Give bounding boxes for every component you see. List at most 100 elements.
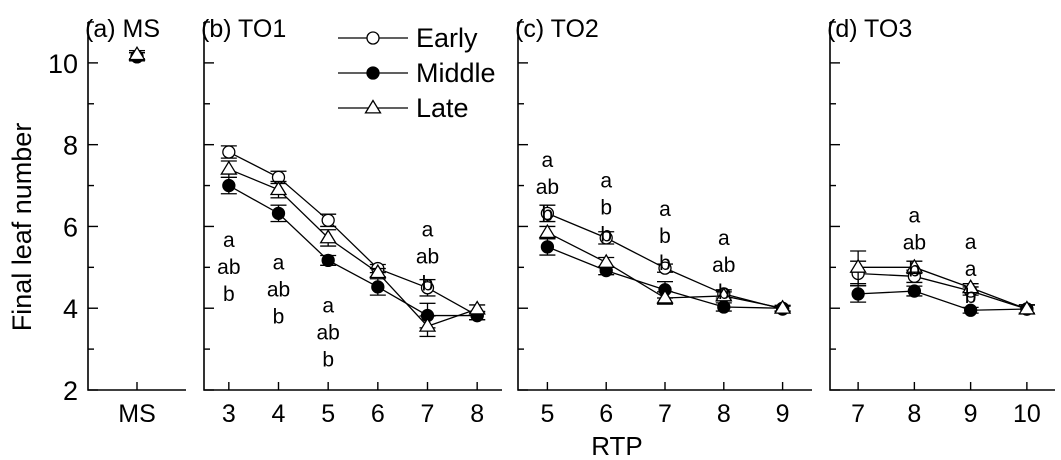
significance-letter: b (223, 283, 235, 306)
series-line (858, 290, 1027, 311)
data-point-early (540, 206, 555, 221)
x-tick-label: 5 (540, 400, 554, 428)
data-point-late (319, 229, 337, 244)
x-tick-label: 8 (907, 400, 921, 428)
significance-letter: a (659, 198, 671, 221)
significance-letter: b (659, 225, 671, 248)
data-point-early (321, 213, 335, 227)
significance-letter: b (542, 203, 554, 226)
legend-entry-middle: Middle (338, 58, 496, 88)
x-tick-label: 10 (1013, 400, 1041, 428)
legend-label: Late (416, 93, 469, 123)
series-late (128, 45, 146, 61)
legend-entry-late: Late (338, 93, 469, 123)
significance-letter: a (422, 219, 434, 242)
x-tick-label: 8 (717, 400, 731, 428)
data-point-early (222, 145, 236, 159)
significance-letter: b (600, 197, 612, 220)
data-point-early (658, 261, 672, 275)
significance-letter: b (659, 252, 671, 275)
data-point-middle (271, 206, 286, 221)
significance-letter: ab (712, 254, 735, 277)
significance-letter: b (600, 224, 612, 247)
panel-title: (a) MS (85, 15, 160, 43)
significance-letters: aab (965, 231, 977, 308)
data-point-middle (540, 240, 555, 254)
series-early (220, 145, 486, 323)
significance-letter: b (322, 348, 334, 371)
x-tick-label: 7 (658, 400, 672, 428)
legend-label: Middle (416, 58, 496, 88)
x-tick-label: 7 (851, 400, 865, 428)
data-point-late (369, 263, 387, 279)
data-point-late (656, 289, 674, 304)
panel-title: (c) TO2 (515, 15, 599, 43)
series-line (228, 151, 478, 317)
x-axis-label: RTP (591, 431, 643, 460)
significance-letters: a ab b (267, 251, 290, 328)
series-early (539, 204, 791, 316)
legend-marker (366, 31, 380, 45)
significance-letters: a ab b (903, 204, 926, 281)
data-point-late (468, 300, 486, 315)
significance-letters: a ab b (536, 149, 559, 226)
data-point-middle (907, 284, 922, 298)
panel-title: (b) TO1 (201, 15, 286, 43)
data-point-late (597, 253, 615, 268)
data-point-late (961, 279, 980, 294)
panel-title: (d) TO3 (827, 15, 912, 43)
series-line (858, 266, 1028, 310)
data-point-middle (321, 253, 335, 268)
data-point-middle (371, 280, 385, 294)
series-line (228, 184, 478, 317)
significance-letter: a (965, 258, 977, 281)
panel-2: (b) TO1 3 4 5 6 7 8 a ab b a ab b a ab b a ab b (201, 15, 502, 428)
significance-letter: a (322, 294, 334, 317)
data-point-late (1018, 300, 1036, 315)
legend: Early Middle Late (338, 23, 496, 123)
data-point-late (715, 287, 733, 302)
legend-label: Early (416, 23, 478, 53)
series-line (858, 272, 1028, 310)
y-tick-label: 10 (48, 49, 78, 79)
significance-letter: a (273, 251, 285, 274)
significance-letter: a (718, 227, 730, 250)
data-point-early (420, 281, 435, 295)
y-axis-label: Final leaf number (7, 123, 37, 332)
data-point-early (599, 231, 613, 245)
y-tick-label: 6 (63, 212, 78, 242)
x-tick-label: 5 (321, 400, 335, 428)
data-point-late (538, 223, 557, 239)
significance-letters: abb (600, 170, 612, 247)
x-tick-label: 8 (470, 400, 484, 428)
data-point-late (269, 180, 288, 196)
significance-letters: a ab b (416, 219, 439, 296)
y-tick-label: 8 (63, 131, 78, 161)
series-late (538, 223, 792, 314)
panel-axes (829, 22, 1055, 391)
data-point-late (128, 45, 146, 61)
x-tick-label: 4 (272, 400, 286, 428)
data-point-late (849, 258, 867, 273)
significance-letters: a ab b (217, 229, 240, 306)
significance-letter: a (542, 149, 554, 172)
significance-letter: ab (536, 176, 559, 199)
legend-entry-early: Early (338, 23, 478, 53)
data-point-middle (851, 287, 865, 301)
series-late (849, 250, 1036, 315)
data-point-late (220, 160, 238, 175)
series-middle (220, 176, 486, 329)
x-tick-label: 9 (776, 400, 790, 428)
significance-letter: a (909, 204, 921, 227)
series-line (228, 168, 478, 327)
data-point-late (905, 258, 924, 273)
panel-1: 2 4 6 8 10(a) MS MS (48, 15, 186, 428)
y-tick-label: 4 (63, 294, 78, 324)
significance-letter: a (965, 231, 977, 254)
significance-letter: ab (903, 231, 926, 254)
y-tick-label: 2 (63, 376, 78, 406)
